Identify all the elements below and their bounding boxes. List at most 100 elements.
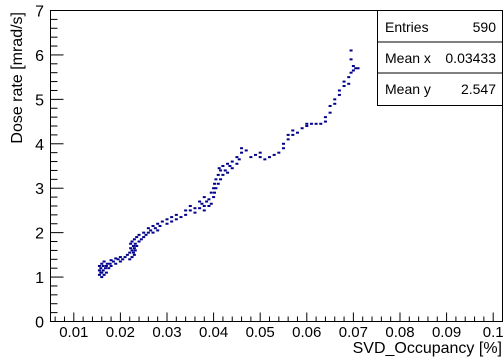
data-point — [216, 182, 220, 185]
data-point — [99, 267, 103, 270]
data-point — [174, 213, 178, 216]
data-point — [165, 218, 169, 221]
data-point — [139, 238, 143, 241]
data-point — [111, 260, 115, 263]
data-point — [156, 222, 160, 225]
x-tick-label: 0.05 — [246, 324, 275, 341]
data-point — [128, 251, 132, 254]
data-point — [207, 198, 211, 201]
data-point — [97, 264, 101, 267]
data-point — [328, 105, 332, 108]
data-point — [209, 191, 213, 194]
data-point — [323, 120, 327, 123]
data-point — [342, 80, 346, 83]
stats-mean-x-label: Mean x — [385, 50, 431, 66]
data-point — [213, 191, 217, 194]
data-point — [300, 127, 304, 130]
data-point — [202, 204, 206, 207]
data-point — [158, 224, 162, 227]
data-point — [130, 256, 134, 259]
data-point — [291, 133, 295, 136]
data-point — [286, 138, 290, 141]
data-point — [135, 244, 139, 247]
data-point — [263, 158, 267, 161]
data-point — [142, 236, 146, 239]
data-point — [351, 65, 355, 68]
data-point — [184, 213, 188, 216]
y-tick-label: 0 — [35, 315, 44, 332]
data-point — [135, 236, 139, 239]
x-tick-label: 0.01 — [59, 324, 88, 341]
y-tick-label: 6 — [35, 48, 44, 65]
data-point — [130, 240, 134, 243]
data-point — [184, 209, 188, 212]
data-point — [309, 122, 313, 125]
data-point — [314, 122, 318, 125]
data-point — [151, 224, 155, 227]
data-point — [281, 147, 285, 150]
y-tick-label: 5 — [35, 92, 44, 109]
data-point — [97, 273, 101, 276]
data-point — [170, 220, 174, 223]
data-point — [174, 218, 178, 221]
data-point — [258, 151, 262, 154]
data-point — [342, 85, 346, 88]
data-point — [131, 244, 135, 247]
data-point — [105, 262, 109, 265]
data-point — [132, 238, 136, 241]
data-point — [146, 231, 150, 234]
data-point — [129, 242, 133, 245]
x-tick-label: 0.07 — [339, 324, 368, 341]
data-point — [272, 153, 276, 156]
data-point — [219, 169, 223, 172]
stats-entries-label: Entries — [385, 19, 429, 35]
data-point — [123, 256, 127, 259]
data-point — [305, 125, 309, 128]
x-axis: 0.01 0.02 0.03 0.04 0.05 0.06 0.07 0.08 0.09 0.1 — [54, 312, 504, 341]
data-point — [149, 229, 153, 232]
data-point — [133, 242, 137, 245]
data-point — [146, 227, 150, 230]
data-point — [214, 187, 218, 190]
data-point — [214, 178, 218, 181]
data-point — [129, 247, 133, 250]
data-point — [125, 253, 129, 256]
data-point — [281, 142, 285, 145]
data-point — [319, 122, 323, 125]
data-point — [101, 269, 105, 272]
data-point — [109, 259, 113, 262]
x-tick-label: 0.04 — [199, 324, 228, 341]
x-tick-label: 0.08 — [385, 324, 414, 341]
data-point — [131, 251, 135, 254]
stats-entries-value: 590 — [473, 19, 497, 35]
data-point — [351, 69, 355, 72]
data-point — [188, 209, 192, 212]
stats-box-frame — [377, 10, 503, 106]
data-point — [156, 229, 160, 232]
data-point — [137, 233, 141, 236]
data-point — [193, 211, 197, 214]
data-point — [230, 167, 234, 170]
data-point — [249, 156, 253, 159]
data-point — [212, 187, 216, 190]
data-point — [153, 227, 157, 230]
x-tick-label: 0.06 — [292, 324, 321, 341]
data-point — [305, 122, 309, 125]
data-point — [104, 271, 108, 274]
x-tick-label: 0.02 — [106, 324, 135, 341]
data-point — [137, 240, 141, 243]
data-point — [356, 67, 360, 70]
data-point — [337, 93, 341, 96]
data-point — [230, 160, 234, 163]
data-point — [100, 262, 104, 265]
data-point — [212, 196, 216, 199]
x-tick-label: 0.09 — [432, 324, 461, 341]
data-point — [97, 269, 101, 272]
data-point — [188, 204, 192, 207]
data-point — [114, 262, 118, 265]
data-point — [116, 258, 120, 261]
data-point — [170, 216, 174, 219]
data-point — [121, 258, 125, 261]
data-point — [202, 209, 206, 212]
